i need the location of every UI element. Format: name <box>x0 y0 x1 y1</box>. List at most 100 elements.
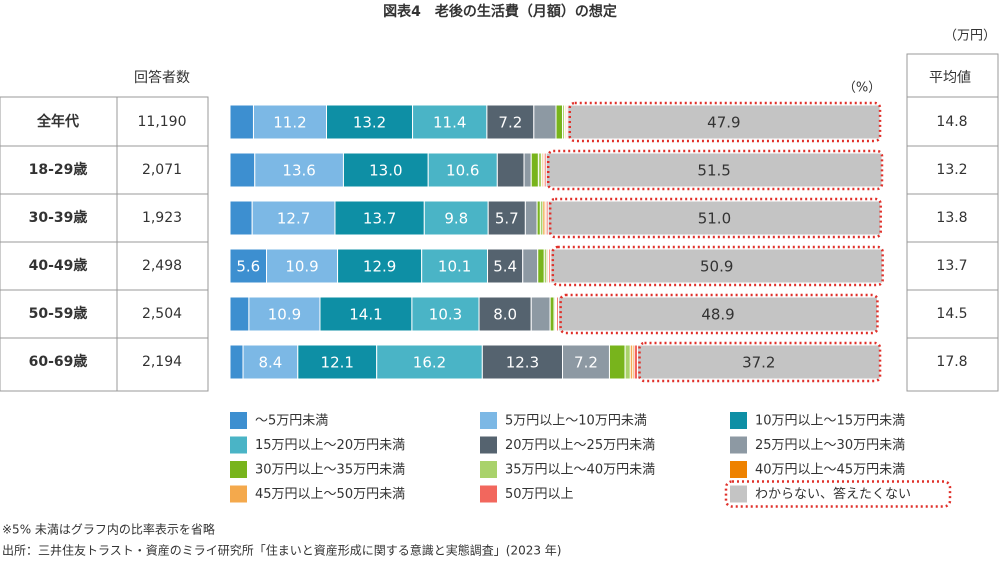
bar-segment <box>486 104 535 140</box>
bar-segment <box>411 296 480 332</box>
bar-segment <box>342 152 429 188</box>
legend-label: 35万円以上～40万円未満 <box>505 463 655 478</box>
legend-swatch <box>730 436 747 454</box>
bar-segment <box>421 248 489 284</box>
legend-swatch <box>730 461 747 478</box>
bar-segment <box>252 104 327 140</box>
note: 出所：三井住友トラスト・資産のミライ研究所「住まいと資産形成に関する意識と実態調… <box>2 543 561 558</box>
bar-segment <box>229 200 253 236</box>
legend-swatch <box>230 485 247 503</box>
category-label: 18-29歳 <box>29 161 88 178</box>
bar-segment <box>530 152 539 188</box>
data-label: 5.4 <box>493 258 517 276</box>
legend-label: 10万円以上～15万円未満 <box>755 414 905 429</box>
bar-segment <box>319 296 413 332</box>
data-label: 12.1 <box>321 354 354 372</box>
bar-segment <box>229 104 254 140</box>
data-label: 10.9 <box>268 306 301 324</box>
legend-label: 20万円以上～25万円未満 <box>505 438 655 453</box>
data-label: 7.2 <box>574 354 598 372</box>
data-label: 10.1 <box>438 258 471 276</box>
data-label: 8.0 <box>493 306 517 324</box>
data-label: 10.6 <box>446 162 479 180</box>
bar-segment <box>608 344 626 380</box>
highlight-outline <box>638 341 882 383</box>
data-label: 48.9 <box>701 306 734 324</box>
bar-segment <box>537 248 545 284</box>
data-label: 12.7 <box>277 210 310 228</box>
note: ※5% 未満はグラフ内の比率表示を省略 <box>2 522 215 537</box>
data-label: 12.3 <box>506 354 539 372</box>
highlight-outline <box>551 245 884 287</box>
bar-segment <box>478 296 532 332</box>
legend-swatch <box>730 485 747 503</box>
bar-segment <box>376 344 483 380</box>
bar-segment <box>550 248 884 284</box>
data-label: 37.2 <box>742 354 775 372</box>
bar-segment <box>567 104 881 140</box>
bar-segment <box>549 296 555 332</box>
data-label: 14.1 <box>349 306 382 324</box>
legend-label: 5万円以上～10万円未満 <box>505 414 647 429</box>
bar-segment <box>624 344 631 380</box>
average-value: 14.5 <box>936 306 967 322</box>
bar-segment <box>555 104 564 140</box>
legend-label: わからない、答えたくない <box>755 486 911 502</box>
legend-label: 50万円以上 <box>505 487 574 502</box>
bar-segment <box>523 152 532 188</box>
bar-segment <box>242 344 299 380</box>
table-frame <box>0 96 209 392</box>
legend-label: 15万円以上～20万円未満 <box>255 438 405 453</box>
bar-segment <box>229 344 244 380</box>
average-value: 14.8 <box>936 114 967 130</box>
chart-title: 図表4 老後の生活費（月額）の想定 <box>383 3 617 20</box>
legend-swatch <box>230 461 247 478</box>
category-label: 40-49歳 <box>29 257 88 274</box>
data-label: 51.5 <box>697 162 730 180</box>
category-label: 30-39歳 <box>29 209 88 226</box>
average-value: 13.2 <box>936 162 967 178</box>
respondent-count: 2,071 <box>142 162 182 178</box>
legend-label: 30万円以上～35万円未満 <box>255 463 405 478</box>
bar-segment <box>481 344 564 380</box>
data-label: 13.2 <box>353 114 386 132</box>
legend-label: 45万円以上～50万円未満 <box>255 487 405 502</box>
bar-segment <box>412 104 488 140</box>
bar-segment <box>297 344 378 380</box>
respondent-count: 11,190 <box>138 114 187 130</box>
data-label: 47.9 <box>707 114 740 132</box>
bar-segment <box>229 296 250 332</box>
highlight-outline <box>568 101 882 143</box>
data-label: 13.7 <box>363 210 396 228</box>
legend-swatch <box>480 485 497 503</box>
bar-segment <box>423 200 489 236</box>
bar-segment <box>254 152 344 188</box>
data-label: 11.4 <box>433 114 466 132</box>
average-value: 13.8 <box>936 210 967 226</box>
table-frame <box>906 53 999 392</box>
data-label: 16.2 <box>413 354 446 372</box>
table-header: 平均値 <box>929 70 971 86</box>
highlight-outline <box>548 197 882 239</box>
data-label: 11.2 <box>273 114 306 132</box>
respondent-count: 2,194 <box>142 354 182 370</box>
respondent-count: 2,504 <box>142 306 182 322</box>
bar-segment <box>522 248 539 284</box>
data-label: 5.7 <box>495 210 519 228</box>
legend-swatch <box>730 412 747 429</box>
category-label: 全年代 <box>36 113 79 130</box>
data-label: 9.8 <box>444 210 468 228</box>
bar-segment <box>547 200 882 236</box>
data-label: 13.6 <box>282 162 315 180</box>
data-label: 5.6 <box>236 258 260 276</box>
legend-swatch <box>480 436 497 454</box>
bar-segment <box>637 344 881 380</box>
respondent-count: 2,498 <box>142 258 182 274</box>
bar-segment <box>533 104 557 140</box>
average-value: 17.8 <box>936 354 967 370</box>
bar-segment <box>487 248 524 284</box>
data-label: 50.9 <box>700 258 733 276</box>
legend-highlight <box>724 480 952 508</box>
data-label: 12.9 <box>363 258 396 276</box>
